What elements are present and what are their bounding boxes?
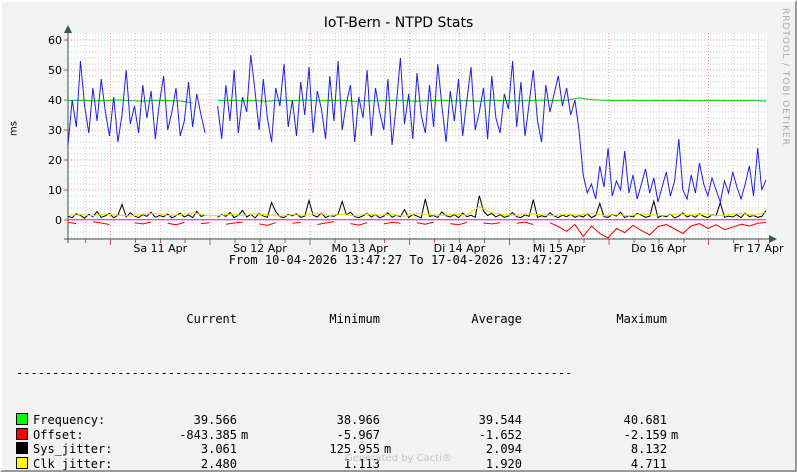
rrdtool-watermark: RRDTOOL / TOBI OETIKER — [780, 8, 790, 146]
legend-rows: Frequency: 39.566 38.966 39.544 40.681 Offset… — [16, 413, 786, 471]
legend-value: 125.955 — [329, 442, 380, 456]
x-day-label: Di 14 Apr — [433, 242, 486, 255]
legend-value: -1.652 — [478, 427, 522, 442]
legend-header: Average — [471, 312, 522, 326]
legend-row: Sys_jitter: 3.061 125.955 m 2.094 8.132 — [16, 442, 786, 457]
legend-value: 1.113 — [343, 456, 380, 471]
legend-header: Minimum — [329, 312, 380, 326]
legend-swatch — [16, 456, 28, 469]
y-tick-label: 60 — [48, 34, 62, 47]
x-day-label: Do 16 Apr — [631, 242, 687, 255]
legend-swatch — [16, 427, 28, 440]
legend-unit: m — [384, 442, 392, 456]
legend-series-label: Clk_jitter: — [16, 456, 167, 470]
legend-separator: ----------------------------------------… — [16, 365, 573, 380]
y-tick-label: 20 — [48, 154, 62, 167]
y-tick-label: 0 — [55, 214, 62, 227]
legend-header: Current — [186, 312, 237, 326]
legend-value: -843.385 — [179, 427, 237, 442]
legend-value: 2.094 — [485, 442, 522, 456]
legend-value: 39.566 — [193, 413, 237, 427]
legend-value: 8.132 — [630, 442, 667, 456]
x-day-label: Sa 11 Apr — [133, 242, 188, 255]
legend-series-label: Sys_jitter: — [16, 442, 167, 457]
legend: Current Minimum Average Maximum -----------… — [16, 283, 786, 471]
legend-unit — [380, 413, 402, 428]
y-tick-label: 10 — [48, 184, 62, 197]
legend-unit — [380, 428, 402, 443]
legend-row: Frequency: 39.566 38.966 39.544 40.681 — [16, 413, 786, 428]
legend-value: -2.159 — [623, 427, 667, 442]
y-tick-label: 30 — [48, 124, 62, 137]
date-range-label: From 10-04-2026 13:47:27 To 17-04-2026 1… — [228, 253, 569, 267]
legend-header: Maximum — [616, 312, 667, 326]
legend-value: -5.967 — [336, 427, 380, 442]
series-offset — [67, 221, 767, 239]
legend-unit — [237, 413, 259, 428]
legend-swatch — [16, 442, 28, 454]
legend-row: Clk_jitter: 2.480 1.113 1.920 4.711 — [16, 456, 786, 471]
legend-value: 3.061 — [200, 442, 237, 456]
legend-value: 2.480 — [200, 456, 237, 471]
legend-unit — [522, 413, 544, 428]
series-rootdisp — [67, 54, 767, 204]
legend-value: 4.711 — [630, 456, 667, 471]
y-axis-label: ms — [8, 121, 20, 136]
legend-value: 38.966 — [336, 413, 380, 427]
legend-unit — [667, 413, 689, 428]
legend-row: Offset: -843.385 m -5.967 -1.652 -2.159 m — [16, 427, 786, 443]
x-day-label: Fr 17 Apr — [733, 242, 784, 255]
legend-series-label: Frequency: — [16, 413, 167, 428]
legend-value: 40.681 — [623, 413, 667, 427]
legend-swatch — [16, 413, 28, 425]
y-tick-label: 40 — [48, 94, 62, 107]
legend-value: 1.920 — [485, 456, 522, 471]
cacti-watermark: Generated by Cacti® — [345, 453, 452, 464]
x-day-label: Mo 13 Apr — [331, 242, 388, 255]
legend-unit — [522, 428, 544, 443]
series-frequency — [67, 97, 767, 104]
y-tick-label: 50 — [48, 64, 62, 77]
chart-title: IoT-Bern - NTPD Stats — [323, 15, 474, 31]
x-day-label: So 12 Apr — [233, 242, 287, 255]
legend-headers: Current Minimum Average Maximum — [16, 312, 786, 327]
legend-unit: m — [671, 427, 679, 442]
legend-series-label: Offset: — [16, 427, 167, 443]
legend-unit: m — [241, 427, 249, 442]
series-clk_jitter — [67, 205, 767, 217]
legend-value: 39.544 — [478, 413, 522, 427]
x-day-label: Mi 15 Apr — [532, 242, 586, 255]
